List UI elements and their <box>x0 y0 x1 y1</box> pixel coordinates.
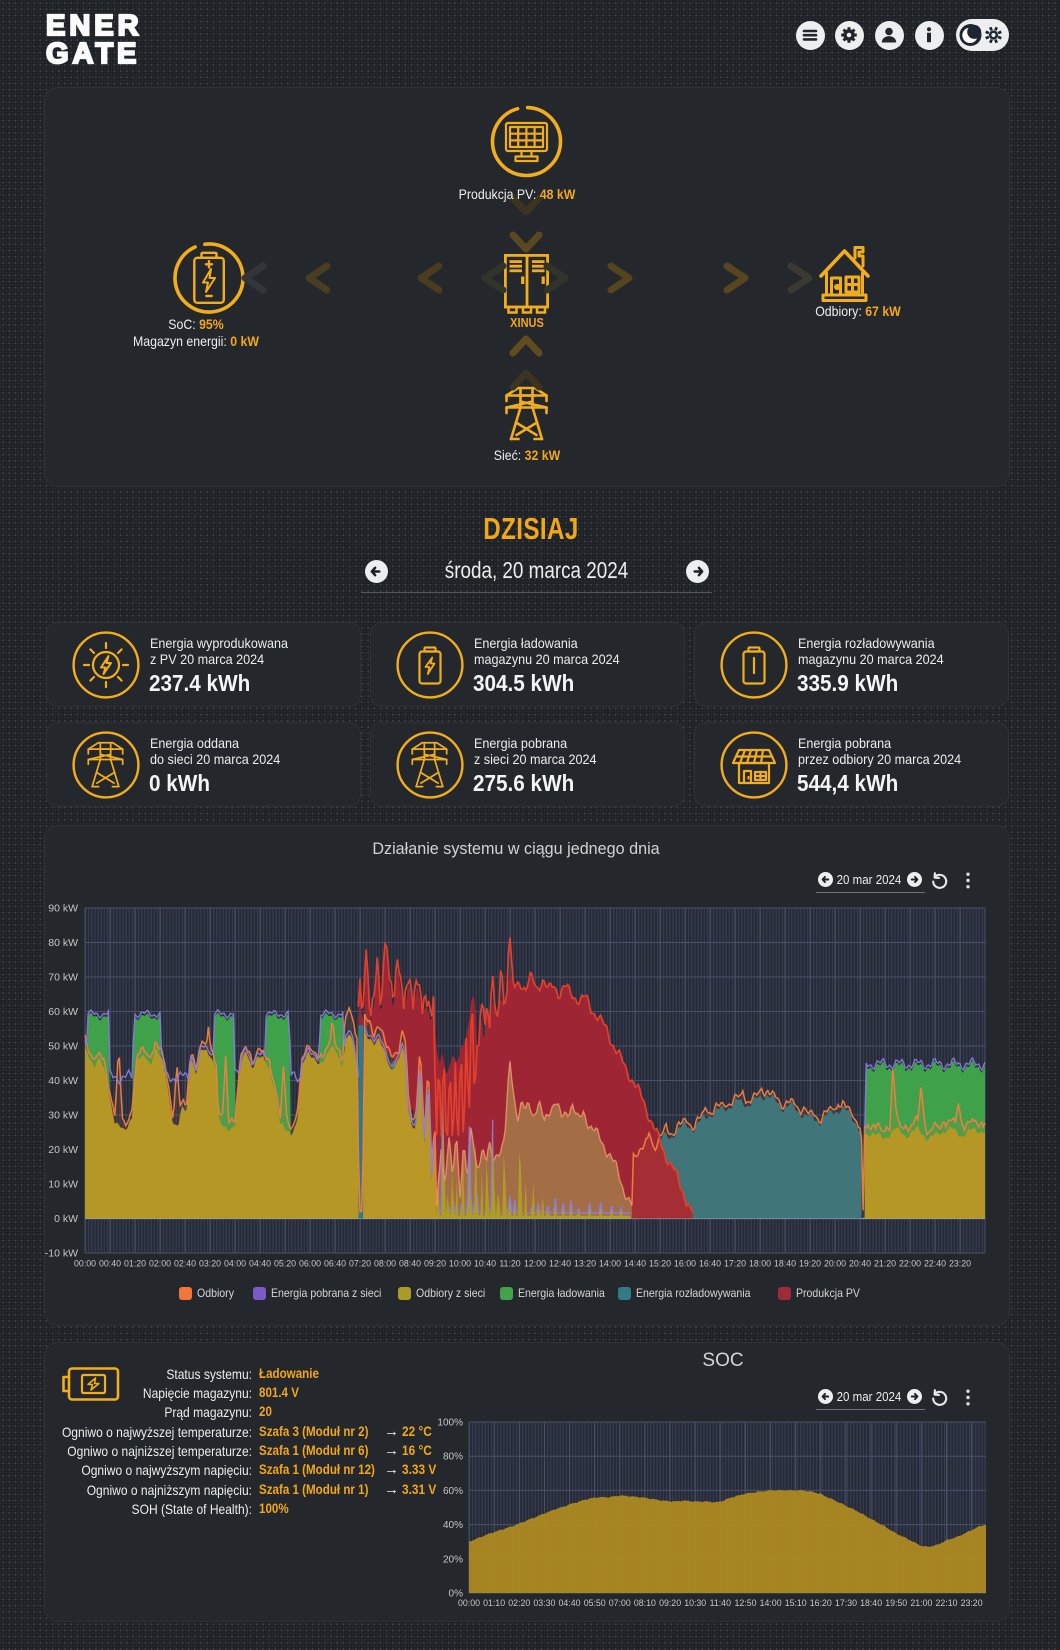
svg-text:17:20: 17:20 <box>724 1259 746 1269</box>
svg-text:22:40: 22:40 <box>924 1259 946 1269</box>
svg-text:07:00: 07:00 <box>609 1598 631 1608</box>
svg-text:21:00: 21:00 <box>910 1598 932 1608</box>
svg-text:10:30: 10:30 <box>684 1598 706 1608</box>
svg-text:12:00: 12:00 <box>524 1259 546 1269</box>
svg-text:90 kW: 90 kW <box>48 903 78 915</box>
svg-text:10:00: 10:00 <box>449 1259 471 1269</box>
svg-text:02:40: 02:40 <box>174 1259 196 1269</box>
svg-text:06:40: 06:40 <box>324 1259 346 1269</box>
svg-text:10:40: 10:40 <box>474 1259 496 1269</box>
svg-text:01:20: 01:20 <box>124 1259 146 1269</box>
svg-text:60 kW: 60 kW <box>48 1006 78 1018</box>
svg-text:09:20: 09:20 <box>424 1259 446 1269</box>
svg-text:16:00: 16:00 <box>674 1259 696 1269</box>
svg-text:12:50: 12:50 <box>734 1598 756 1608</box>
svg-text:04:00: 04:00 <box>224 1259 246 1269</box>
svg-text:14:00: 14:00 <box>760 1598 782 1608</box>
svg-text:04:40: 04:40 <box>558 1598 580 1608</box>
svg-text:19:50: 19:50 <box>885 1598 907 1608</box>
svg-text:70 kW: 70 kW <box>48 972 78 984</box>
svg-text:80%: 80% <box>443 1452 463 1463</box>
svg-text:06:00: 06:00 <box>299 1259 321 1269</box>
svg-text:13:20: 13:20 <box>574 1259 596 1269</box>
svg-text:10 kW: 10 kW <box>48 1179 78 1191</box>
svg-text:08:10: 08:10 <box>634 1598 656 1608</box>
svg-text:21:20: 21:20 <box>874 1259 896 1269</box>
svg-text:100%: 100% <box>437 1418 463 1429</box>
svg-text:00:00: 00:00 <box>458 1598 480 1608</box>
svg-text:03:30: 03:30 <box>533 1598 555 1608</box>
svg-text:17:30: 17:30 <box>835 1598 857 1608</box>
svg-text:18:00: 18:00 <box>749 1259 771 1269</box>
svg-text:23:20: 23:20 <box>949 1259 971 1269</box>
svg-text:02:20: 02:20 <box>508 1598 530 1608</box>
svg-text:22:00: 22:00 <box>899 1259 921 1269</box>
svg-text:02:00: 02:00 <box>149 1259 171 1269</box>
svg-text:20:40: 20:40 <box>849 1259 871 1269</box>
svg-text:30 kW: 30 kW <box>48 1110 78 1122</box>
svg-text:05:50: 05:50 <box>584 1598 606 1608</box>
svg-text:12:40: 12:40 <box>549 1259 571 1269</box>
svg-text:15:20: 15:20 <box>649 1259 671 1269</box>
svg-text:40%: 40% <box>443 1520 463 1531</box>
svg-text:14:00: 14:00 <box>599 1259 621 1269</box>
svg-text:11:40: 11:40 <box>710 1598 731 1608</box>
svg-text:04:40: 04:40 <box>249 1259 271 1269</box>
svg-text:03:20: 03:20 <box>199 1259 221 1269</box>
svg-text:22:10: 22:10 <box>935 1598 957 1608</box>
svg-text:00:40: 00:40 <box>99 1259 121 1269</box>
svg-text:80 kW: 80 kW <box>48 937 78 949</box>
svg-text:20%: 20% <box>443 1554 463 1565</box>
svg-text:11:20: 11:20 <box>499 1259 520 1269</box>
svg-text:09:20: 09:20 <box>659 1598 681 1608</box>
svg-text:16:40: 16:40 <box>699 1259 721 1269</box>
svg-text:18:40: 18:40 <box>774 1259 796 1269</box>
svg-text:0%: 0% <box>449 1589 464 1600</box>
svg-text:07:20: 07:20 <box>349 1259 371 1269</box>
svg-text:20:00: 20:00 <box>824 1259 846 1269</box>
svg-text:23:20: 23:20 <box>961 1598 983 1608</box>
svg-text:14:40: 14:40 <box>624 1259 646 1269</box>
svg-text:05:20: 05:20 <box>274 1259 296 1269</box>
svg-text:-10 kW: -10 kW <box>45 1248 78 1260</box>
svg-text:15:10: 15:10 <box>785 1598 807 1608</box>
svg-text:18:40: 18:40 <box>860 1598 882 1608</box>
svg-text:00:00: 00:00 <box>74 1259 96 1269</box>
svg-text:60%: 60% <box>443 1486 463 1497</box>
svg-text:20 kW: 20 kW <box>48 1144 78 1156</box>
svg-text:19:20: 19:20 <box>799 1259 821 1269</box>
svg-text:0 kW: 0 kW <box>54 1213 78 1225</box>
svg-text:01:10: 01:10 <box>483 1598 505 1608</box>
svg-text:08:00: 08:00 <box>374 1259 396 1269</box>
svg-text:50 kW: 50 kW <box>48 1041 78 1053</box>
svg-text:16:20: 16:20 <box>810 1598 832 1608</box>
svg-text:08:40: 08:40 <box>399 1259 421 1269</box>
svg-text:40 kW: 40 kW <box>48 1075 78 1087</box>
